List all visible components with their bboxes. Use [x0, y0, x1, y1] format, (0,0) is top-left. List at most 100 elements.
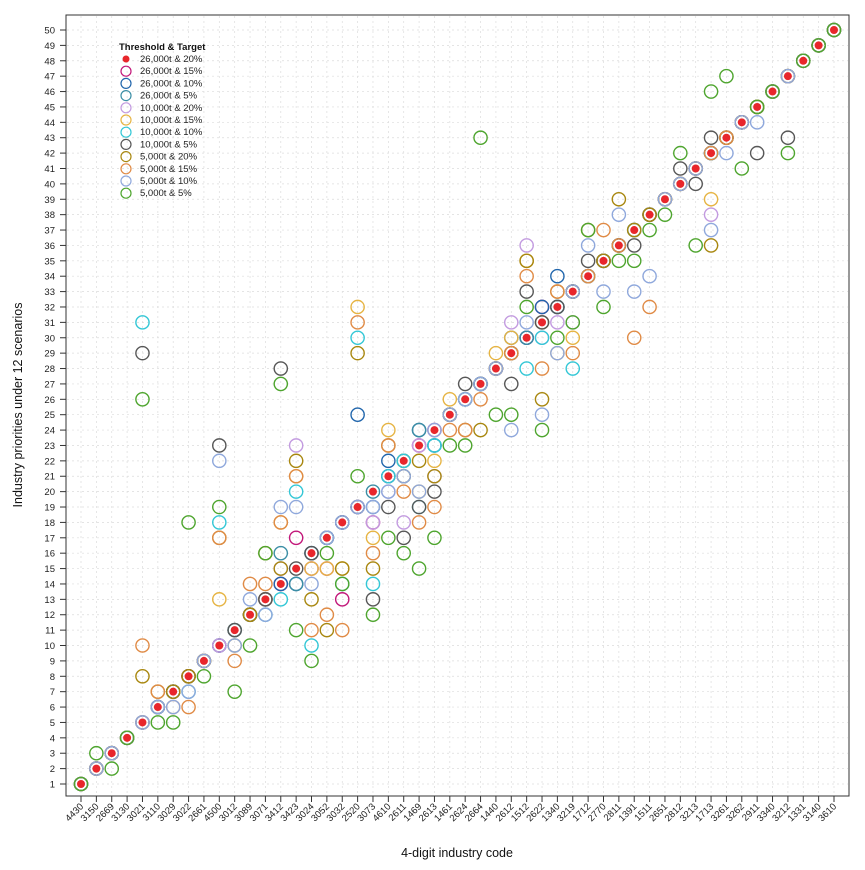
data-point — [473, 130, 488, 146]
data-point — [322, 533, 331, 542]
data-point — [703, 191, 719, 207]
data-point — [350, 330, 365, 346]
data-point — [642, 222, 657, 238]
data-point — [626, 222, 642, 238]
data-point — [673, 145, 688, 161]
data-point — [319, 607, 335, 623]
data-point — [734, 115, 750, 130]
data-point — [365, 561, 381, 576]
data-point — [338, 518, 347, 527]
y-tick-label: 23 — [44, 441, 55, 452]
series-group — [73, 22, 842, 792]
y-tick-label: 24 — [44, 426, 55, 437]
data-point — [534, 299, 550, 315]
series-group — [77, 26, 838, 788]
data-point — [411, 438, 427, 453]
legend-marker — [120, 65, 132, 77]
data-point — [488, 361, 504, 376]
data-point — [181, 699, 196, 715]
data-point — [381, 530, 396, 546]
data-point — [246, 610, 255, 619]
data-point — [580, 222, 596, 238]
legend-marker — [120, 138, 132, 150]
y-tick-label: 47 — [44, 72, 55, 83]
data-point — [749, 145, 765, 161]
y-tick-label: 7 — [50, 687, 55, 698]
data-point — [350, 299, 365, 315]
y-tick-label: 9 — [50, 656, 55, 667]
data-point — [503, 376, 519, 392]
data-point — [119, 730, 135, 746]
legend-label: 10,000t & 10% — [140, 127, 203, 138]
data-point — [550, 268, 565, 284]
data-point — [365, 607, 381, 623]
data-point — [184, 672, 193, 681]
y-tick-label: 6 — [50, 703, 55, 714]
legend-marker — [120, 77, 132, 90]
data-point — [611, 253, 627, 269]
data-point — [107, 749, 116, 758]
data-point — [319, 622, 335, 638]
y-tick-label: 1 — [50, 780, 55, 791]
data-point — [365, 499, 381, 515]
data-point — [396, 453, 412, 469]
data-point — [212, 530, 227, 546]
data-point — [826, 22, 842, 38]
data-point — [381, 499, 396, 515]
legend-items: 26,000t & 20%26,000t & 15%26,000t & 10% 2… — [120, 54, 203, 199]
data-point — [365, 484, 381, 499]
data-point — [645, 210, 654, 219]
y-tick-label: 11 — [45, 626, 55, 637]
data-point — [153, 703, 162, 712]
data-point — [626, 284, 642, 299]
legend-marker — [120, 126, 132, 138]
data-point — [381, 453, 396, 469]
data-point — [703, 222, 719, 238]
legend-label: 26,000t & 15% — [140, 66, 203, 77]
data-point — [580, 253, 596, 269]
data-point — [565, 330, 581, 346]
data-point — [135, 638, 150, 653]
data-point — [568, 287, 577, 296]
data-point — [150, 699, 166, 715]
y-tick-label: 48 — [44, 56, 55, 67]
data-point — [457, 422, 473, 438]
data-point — [550, 315, 565, 330]
data-point — [212, 438, 227, 453]
data-point — [273, 499, 289, 515]
plot-frame — [65, 14, 850, 797]
data-point — [445, 410, 454, 419]
y-tick-label: 44 — [44, 118, 55, 129]
data-point — [307, 549, 316, 558]
data-point — [780, 145, 796, 161]
data-point — [522, 333, 531, 342]
data-point — [304, 653, 319, 669]
y-tick-label: 46 — [44, 87, 55, 98]
data-point — [273, 376, 289, 392]
data-point — [396, 545, 412, 561]
data-point — [626, 330, 642, 346]
data-point — [550, 299, 565, 315]
data-point — [614, 241, 623, 250]
data-point — [584, 272, 593, 281]
data-point — [396, 484, 412, 499]
y-tick-label: 37 — [44, 226, 55, 237]
x-axis: 4430315026693130302131103029302226614500… — [63, 796, 839, 824]
data-point — [427, 484, 442, 499]
data-point — [353, 503, 362, 512]
data-point — [519, 361, 534, 376]
data-point — [411, 422, 427, 438]
data-point — [676, 179, 685, 188]
data-point — [319, 545, 335, 561]
data-point — [503, 407, 519, 422]
data-point — [442, 392, 458, 407]
data-point — [519, 330, 534, 346]
data-point — [212, 638, 227, 653]
data-point — [457, 376, 473, 392]
data-point — [519, 299, 534, 315]
data-point — [519, 253, 534, 269]
data-point — [334, 622, 350, 638]
data-point — [288, 438, 304, 453]
data-point — [135, 715, 150, 730]
y-tick-label: 26 — [44, 395, 55, 406]
